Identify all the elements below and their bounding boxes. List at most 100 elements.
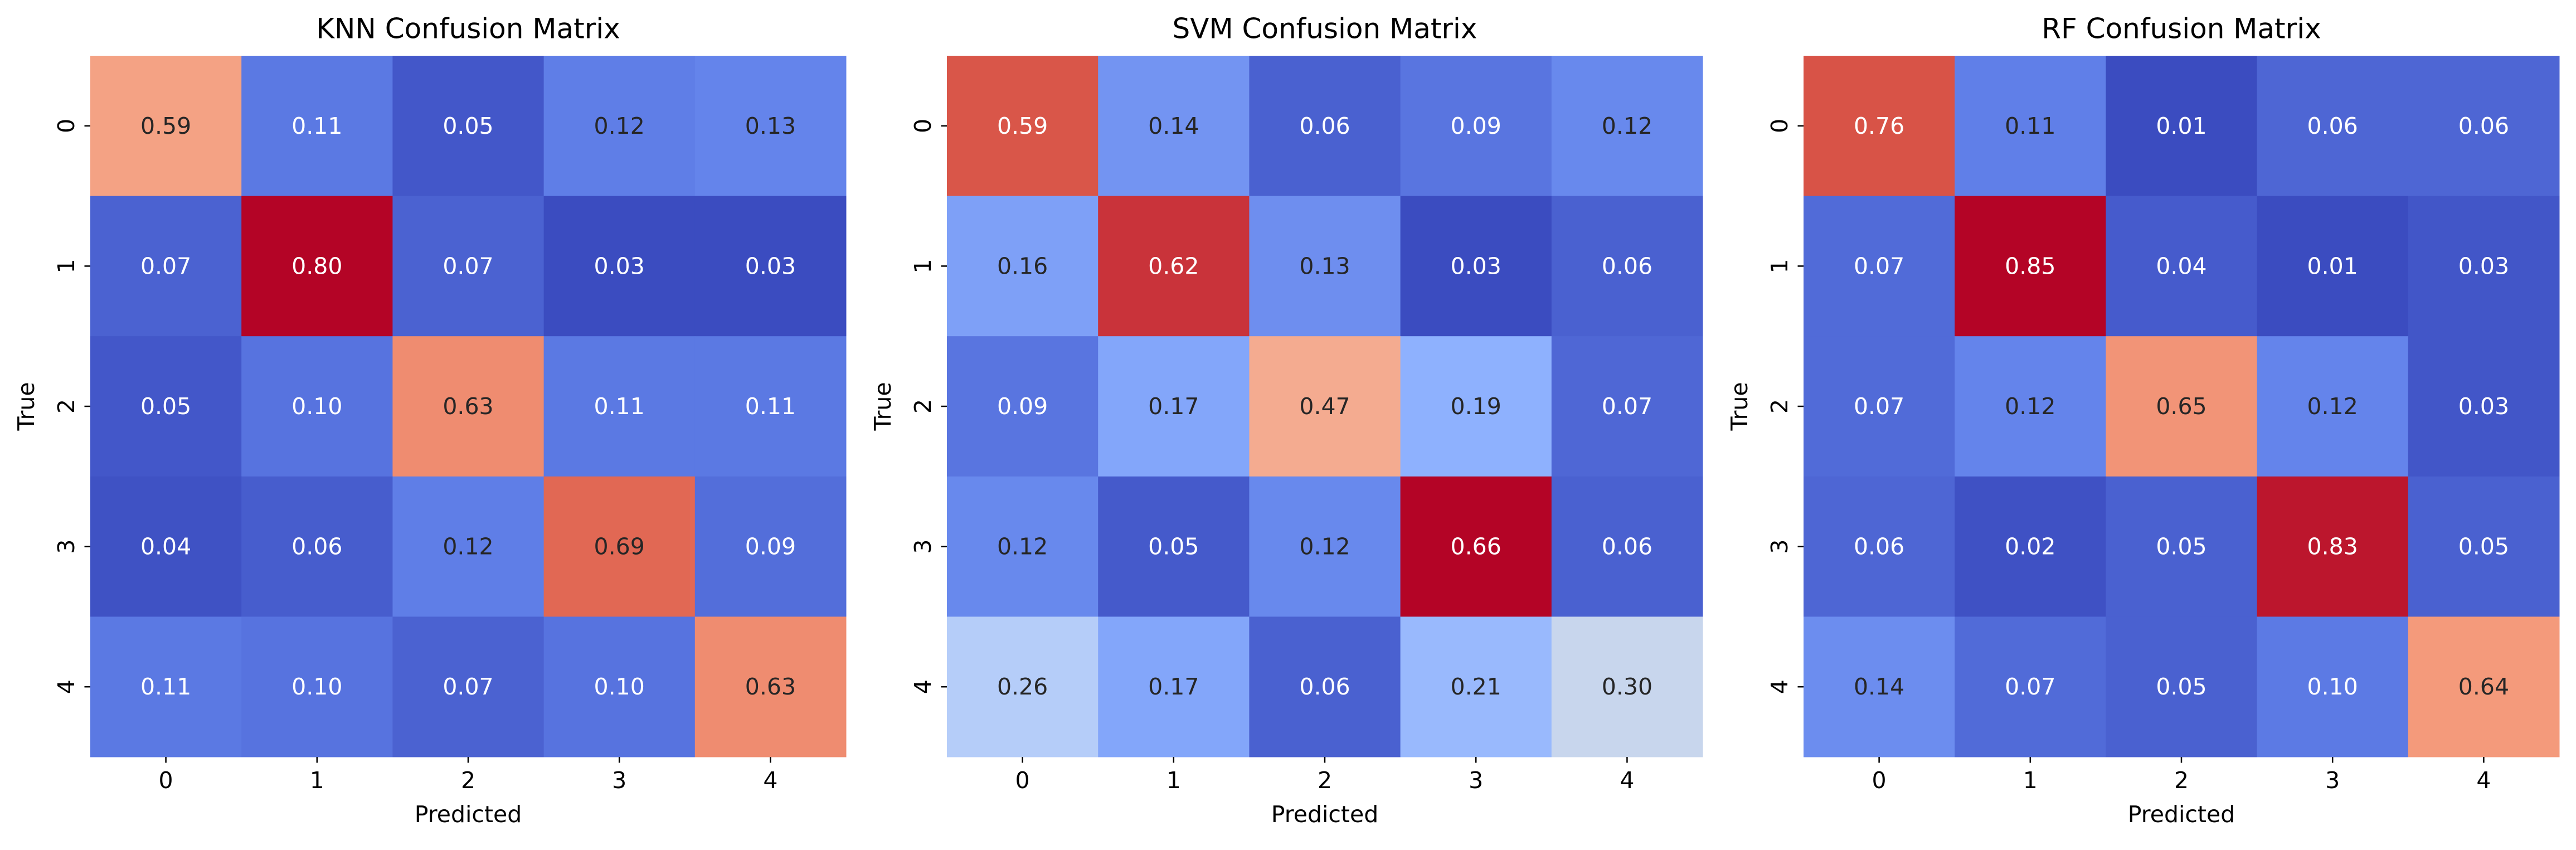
heatmap-cell — [2106, 336, 2258, 477]
heatmap-cell — [543, 56, 696, 197]
cell-value-label: 0.04 — [2156, 252, 2206, 279]
cell-value-label: 0.10 — [291, 393, 342, 420]
cell-value-label: 0.63 — [745, 673, 796, 700]
heatmap-cell — [241, 196, 393, 337]
heatmap-cell — [1400, 476, 1552, 617]
cell-value-label: 0.11 — [2005, 113, 2055, 139]
heatmap-cell — [1955, 56, 2106, 197]
heatmap-cell — [543, 196, 696, 337]
heatmap-cell — [543, 616, 696, 757]
heatmap-cell — [2408, 616, 2560, 757]
cell-value-label: 0.12 — [1299, 533, 1350, 560]
cell-value-label: 0.07 — [1854, 393, 1904, 420]
heatmap-panel-2: 0.76 0.11 0.01 0.06 0.06 0.07 0.85 0.04 0.01 0.03… — [1726, 13, 2560, 828]
heatmap-cell — [694, 336, 847, 477]
heatmap-cell — [2408, 336, 2560, 477]
heatmap-cell — [2257, 56, 2409, 197]
cell-value-label: 0.09 — [745, 533, 796, 560]
cell-value-label: 0.65 — [2156, 393, 2206, 420]
cell-value-label: 0.02 — [2005, 533, 2055, 560]
cell-value-label: 0.07 — [1854, 252, 1904, 279]
heatmap-cell — [694, 476, 847, 617]
cell-value-label: 0.03 — [2458, 393, 2509, 420]
heatmap-cell — [947, 616, 1099, 757]
cell-value-label: 0.06 — [2458, 113, 2509, 139]
y-tick-label: 1 — [1766, 259, 1793, 273]
x-tick-label: 4 — [1620, 767, 1634, 794]
x-tick-label: 4 — [763, 767, 777, 794]
x-tick-label: 0 — [159, 767, 173, 794]
cell-value-label: 0.14 — [1148, 113, 1199, 139]
cell-value-label: 0.04 — [140, 533, 191, 560]
y-axis-label: True — [13, 382, 40, 431]
heatmap-cell — [2257, 336, 2409, 477]
cell-value-label: 0.76 — [1854, 113, 1904, 139]
cell-value-label: 0.07 — [443, 673, 493, 700]
cell-value-label: 0.11 — [745, 393, 796, 420]
heatmap-cell — [392, 616, 545, 757]
heatmap-cell — [543, 336, 696, 477]
heatmap-cell — [392, 476, 545, 617]
cell-value-label: 0.11 — [140, 673, 191, 700]
cell-value-label: 0.01 — [2156, 113, 2206, 139]
cell-value-label: 0.16 — [997, 252, 1048, 279]
cell-value-label: 0.09 — [997, 393, 1048, 420]
cell-value-label: 0.47 — [1299, 393, 1350, 420]
cell-value-label: 0.01 — [2307, 252, 2358, 279]
heatmap-cell — [2106, 56, 2258, 197]
cell-value-label: 0.30 — [1602, 673, 1652, 700]
cell-value-label: 0.59 — [997, 113, 1048, 139]
cell-value-label: 0.06 — [1299, 673, 1350, 700]
heatmap-cell — [1249, 616, 1401, 757]
cell-value-label: 0.85 — [2005, 252, 2055, 279]
x-tick-label: 0 — [1015, 767, 1030, 794]
heatmap-cell — [543, 476, 696, 617]
y-tick-label: 2 — [53, 399, 80, 414]
cell-value-label: 0.07 — [2005, 673, 2055, 700]
heatmap-cell — [392, 196, 545, 337]
y-tick-label: 4 — [1766, 679, 1793, 694]
heatmap-cell — [1804, 196, 1955, 337]
x-tick-label: 3 — [612, 767, 626, 794]
y-axis-label: True — [1726, 382, 1753, 431]
cell-value-label: 0.06 — [291, 533, 342, 560]
heatmap-cell — [1249, 56, 1401, 197]
cell-value-label: 0.69 — [594, 533, 645, 560]
x-tick-label: 2 — [461, 767, 475, 794]
heatmap-cell — [1249, 196, 1401, 337]
heatmap-cell — [947, 56, 1099, 197]
y-tick-label: 4 — [53, 679, 80, 694]
y-tick-label: 0 — [53, 119, 80, 133]
heatmap-cell — [2257, 196, 2409, 337]
heatmap-cell — [1955, 616, 2106, 757]
heatmap-cell — [2106, 196, 2258, 337]
heatmap-cell — [947, 196, 1099, 337]
x-axis-label: Predicted — [1271, 801, 1378, 828]
x-axis-label: Predicted — [2128, 801, 2235, 828]
cell-value-label: 0.06 — [1602, 533, 1652, 560]
heatmap-cell — [1551, 476, 1703, 617]
heatmap-cell — [1955, 476, 2106, 617]
cell-value-label: 0.03 — [1451, 252, 1501, 279]
cell-value-label: 0.80 — [291, 252, 342, 279]
cell-value-label: 0.10 — [291, 673, 342, 700]
y-tick-label: 3 — [910, 540, 936, 554]
heatmap-cell — [1098, 56, 1250, 197]
cell-value-label: 0.06 — [1602, 252, 1652, 279]
heatmap-cell — [1551, 56, 1703, 197]
heatmap-cell — [90, 616, 242, 757]
x-tick-label: 2 — [2174, 767, 2189, 794]
heatmap-cell — [2408, 56, 2560, 197]
cell-value-label: 0.14 — [1854, 673, 1904, 700]
cell-value-label: 0.66 — [1451, 533, 1501, 560]
heatmap-cell — [1400, 336, 1552, 477]
cell-value-label: 0.05 — [2458, 533, 2509, 560]
cell-value-label: 0.64 — [2458, 673, 2509, 700]
heatmap-cell — [2408, 196, 2560, 337]
heatmap-cell — [947, 336, 1099, 477]
heatmap-cell — [694, 616, 847, 757]
heatmap-cell — [1955, 336, 2106, 477]
x-tick-label: 4 — [2476, 767, 2491, 794]
cell-value-label: 0.05 — [140, 393, 191, 420]
x-axis-label: Predicted — [415, 801, 522, 828]
